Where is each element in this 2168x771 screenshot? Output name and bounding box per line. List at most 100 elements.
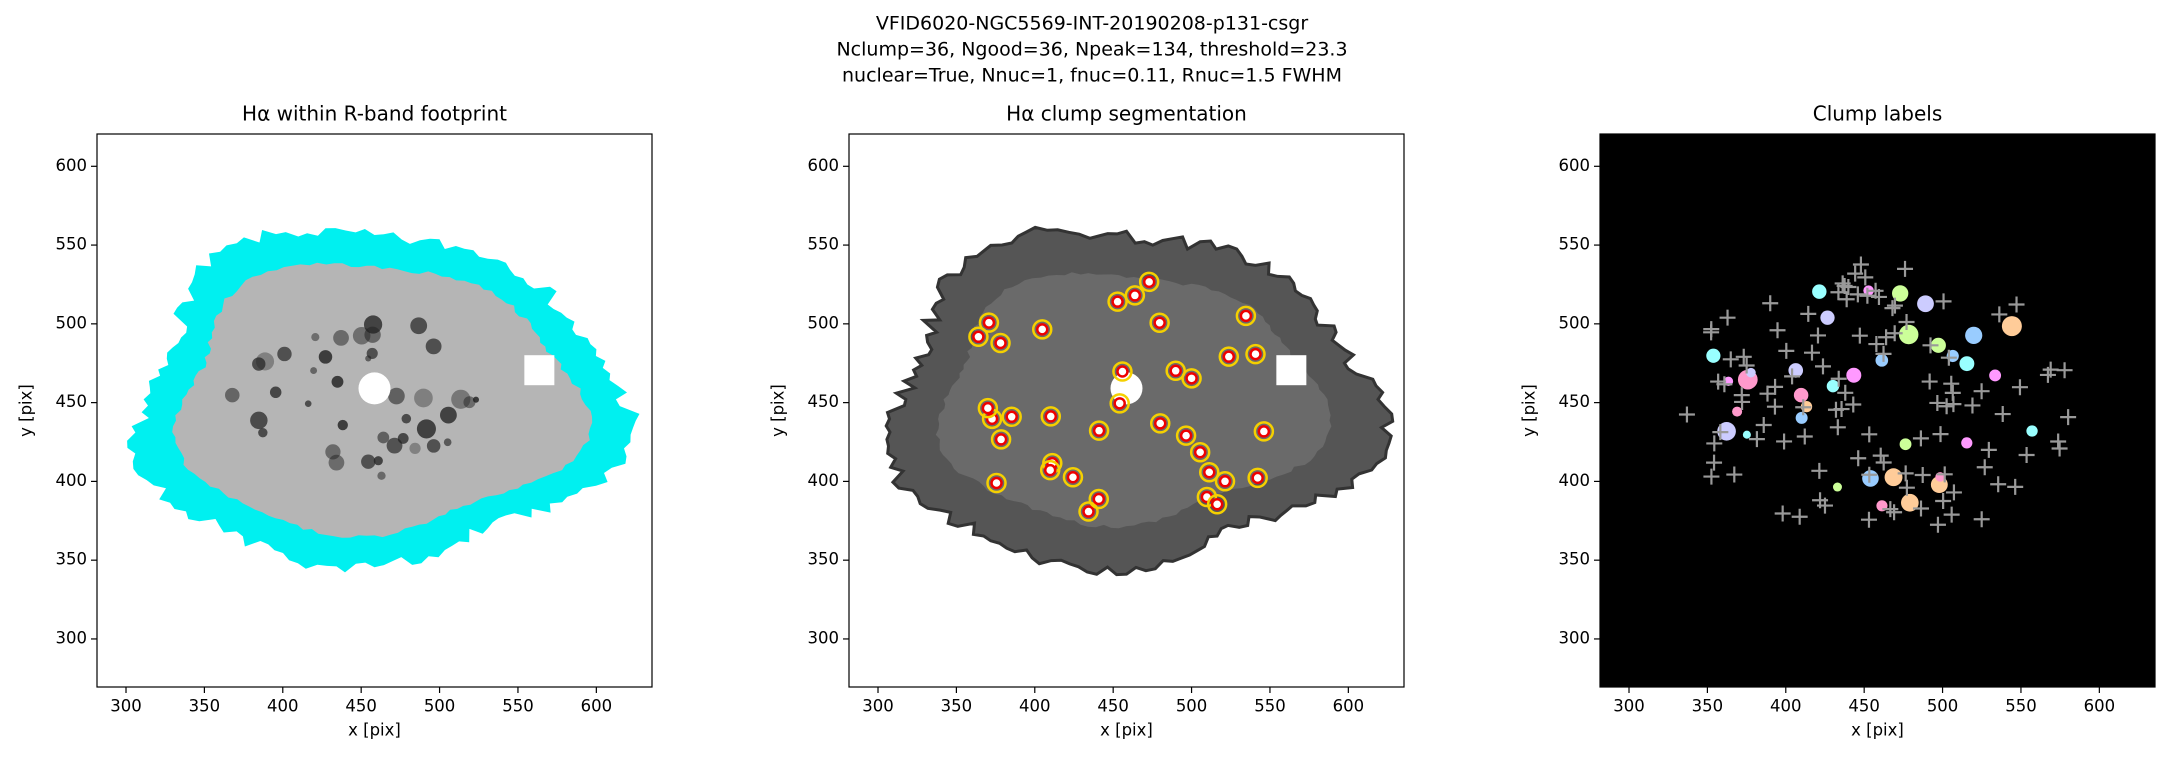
clump-aperture	[1149, 312, 1170, 333]
clump-marker	[1169, 364, 1182, 378]
peak-marker	[1932, 426, 1949, 443]
axes-frame	[848, 133, 1405, 688]
peak-marker	[1898, 479, 1915, 496]
peak-marker	[1847, 265, 1864, 282]
peak-marker	[1774, 505, 1791, 522]
y-tick-label: 400	[808, 471, 840, 490]
x-tick-label: 450	[345, 697, 377, 716]
clump-marker	[994, 433, 1008, 446]
clump-spot	[377, 431, 390, 444]
peak-marker	[1964, 397, 1981, 414]
clump-aperture	[1112, 361, 1133, 382]
clump-marker	[982, 316, 996, 329]
peak-marker	[1703, 324, 1720, 341]
clump-marker	[1218, 475, 1232, 488]
clump-spot	[258, 427, 268, 438]
x-tick-label: 450	[1097, 697, 1129, 716]
peak-marker	[1857, 269, 1874, 286]
clump-aperture	[990, 429, 1012, 450]
peak-marker	[1748, 431, 1765, 448]
peak-marker	[1837, 384, 1854, 401]
y-tick-label: 300	[808, 628, 840, 647]
clump-spot	[373, 456, 383, 466]
peak-marker	[1706, 454, 1723, 471]
x-tick-label: 600	[1333, 697, 1365, 716]
clump-aperture	[986, 472, 1007, 494]
clump-marker	[1153, 417, 1167, 430]
clump-aperture	[978, 312, 1000, 333]
clump-label	[1884, 468, 1903, 487]
peak-marker	[1936, 466, 1953, 483]
clump-label	[1875, 354, 1889, 367]
clump-marker	[1066, 471, 1080, 484]
y-tick-label: 400	[56, 471, 88, 490]
clump-spot	[252, 357, 266, 371]
y-axis-label: y [pix]	[769, 384, 788, 437]
peak-marker	[1973, 511, 1990, 528]
clump-label	[1746, 367, 1756, 378]
peak-marker	[1703, 468, 1720, 485]
mask-box	[1276, 355, 1307, 386]
clump-marker	[994, 336, 1007, 350]
x-tick-label: 550	[2005, 697, 2037, 716]
clump-label	[1917, 295, 1934, 313]
y-tick-label: 600	[56, 156, 88, 175]
x-tick-label: 550	[502, 697, 534, 716]
y-tick-label: 350	[1559, 550, 1591, 569]
clump-aperture	[1235, 305, 1257, 327]
clump-label	[1899, 438, 1912, 451]
clump-aperture	[1088, 488, 1110, 510]
peak-marker	[1800, 305, 1817, 322]
clump-spot	[304, 400, 312, 407]
clump-aperture	[1189, 441, 1211, 463]
y-tick-label: 500	[808, 313, 840, 332]
clump-spot	[331, 375, 344, 388]
peak-marker	[1834, 275, 1851, 292]
peak-marker	[1859, 287, 1876, 304]
clump-label	[2001, 316, 2022, 337]
clump-marker	[1185, 372, 1198, 385]
clump-label	[1846, 367, 1862, 383]
image-area	[884, 225, 1395, 577]
clump-aperture	[1247, 467, 1268, 489]
x-tick-label: 500	[1927, 697, 1959, 716]
peak-marker	[1767, 378, 1784, 395]
y-tick-label: 350	[56, 550, 88, 569]
clump-marker	[1128, 289, 1142, 302]
peak-marker	[1940, 349, 1957, 366]
peak-marker	[1897, 260, 1914, 277]
clump-label	[1901, 493, 1919, 512]
peak-marker	[1922, 337, 1939, 354]
peak-marker	[1814, 358, 1831, 375]
x-tick-label: 300	[862, 697, 894, 716]
peak-marker	[1803, 344, 1820, 361]
clump-marker	[972, 330, 985, 344]
peak-marker	[1875, 454, 1892, 471]
clump-marker	[1179, 429, 1193, 442]
peak-marker	[1886, 297, 1903, 314]
clump-label	[1826, 379, 1840, 393]
clump-marker	[1193, 445, 1207, 459]
x-tick-label: 400	[267, 697, 299, 716]
x-tick-label: 600	[581, 697, 613, 716]
peak-marker	[1766, 398, 1783, 415]
clump-spot	[440, 406, 457, 424]
peak-marker	[1816, 497, 1833, 514]
clump-spot	[414, 388, 433, 408]
peak-marker	[1929, 516, 1946, 533]
clump-label	[1812, 284, 1827, 299]
clump-spot	[388, 387, 405, 405]
peak-marker	[1980, 441, 1997, 458]
peak-marker	[1875, 345, 1892, 362]
clump-spot	[337, 419, 348, 431]
axes-frame	[1599, 133, 2156, 688]
peak-marker	[1829, 419, 1846, 436]
y-tick-label: 550	[1559, 235, 1591, 254]
clump-aperture	[1031, 319, 1053, 340]
clump-label	[1820, 310, 1835, 325]
clump-aperture	[1040, 406, 1062, 427]
y-tick-label: 600	[1559, 156, 1591, 175]
peak-marker	[1921, 373, 1938, 390]
peak-marker	[1776, 433, 1793, 450]
peak-marker	[1769, 322, 1786, 339]
